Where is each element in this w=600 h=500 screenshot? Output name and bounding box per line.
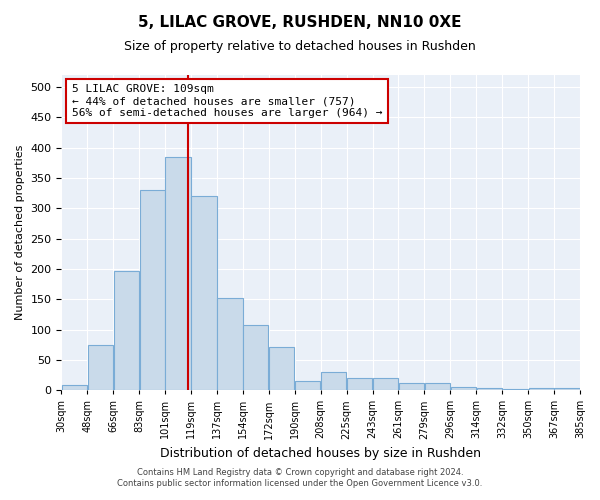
Bar xyxy=(166,157,191,390)
Bar xyxy=(217,298,242,390)
Text: 5 LILAC GROVE: 109sqm
← 44% of detached houses are smaller (757)
56% of semi-det: 5 LILAC GROVE: 109sqm ← 44% of detached … xyxy=(72,84,382,117)
Bar xyxy=(62,386,87,390)
Bar xyxy=(529,388,554,390)
Text: Contains HM Land Registry data © Crown copyright and database right 2024.
Contai: Contains HM Land Registry data © Crown c… xyxy=(118,468,482,487)
Bar xyxy=(399,383,424,390)
Bar xyxy=(347,378,372,390)
Y-axis label: Number of detached properties: Number of detached properties xyxy=(15,145,25,320)
X-axis label: Distribution of detached houses by size in Rushden: Distribution of detached houses by size … xyxy=(160,447,481,460)
Text: Size of property relative to detached houses in Rushden: Size of property relative to detached ho… xyxy=(124,40,476,53)
Bar xyxy=(503,389,528,390)
Bar xyxy=(373,378,398,390)
Bar xyxy=(140,190,165,390)
Bar xyxy=(554,388,580,390)
Bar xyxy=(451,387,476,390)
Bar xyxy=(113,270,139,390)
Text: 5, LILAC GROVE, RUSHDEN, NN10 0XE: 5, LILAC GROVE, RUSHDEN, NN10 0XE xyxy=(138,15,462,30)
Bar xyxy=(295,381,320,390)
Bar xyxy=(88,344,113,390)
Bar xyxy=(425,383,450,390)
Bar xyxy=(191,196,217,390)
Bar xyxy=(243,324,268,390)
Bar xyxy=(269,346,295,390)
Bar xyxy=(321,372,346,390)
Bar xyxy=(476,388,502,390)
